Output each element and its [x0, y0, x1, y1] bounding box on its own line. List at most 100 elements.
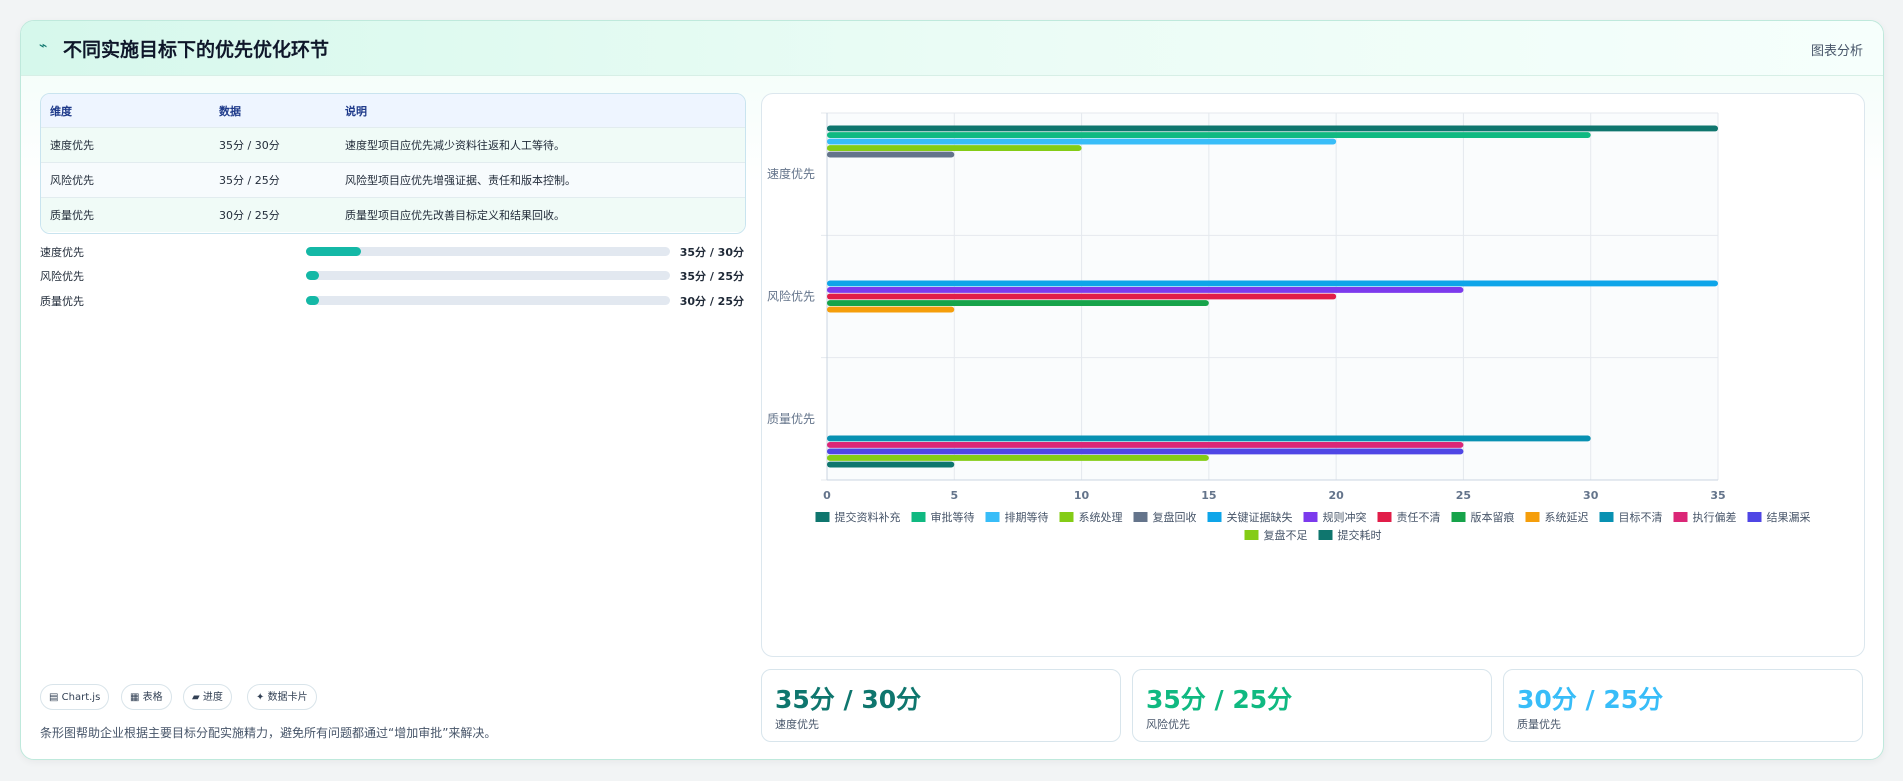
legend-swatch: [1599, 512, 1614, 522]
x-tick-label: 30: [1583, 489, 1599, 502]
progress-fill: [306, 247, 361, 256]
pill-label: 数据卡片: [267, 692, 308, 703]
progress-label: 风险优先: [40, 270, 84, 283]
table-row: 质量优先 30分 / 25分 质量型项目应优先改善目标定义和结果回收。: [41, 197, 745, 232]
pill-data-cards[interactable]: ✦ 数据卡片: [247, 684, 317, 710]
sparkle-icon: ✦: [256, 692, 265, 703]
progress-value: 30分 / 25分: [679, 295, 744, 308]
table-cell: 速度优先: [41, 127, 210, 163]
legend-label: 提交资料补充: [835, 510, 901, 524]
legend-swatch: [1207, 512, 1222, 522]
legend-label: 系统处理: [1079, 511, 1123, 524]
table-icon: ▦: [130, 692, 140, 703]
legend-label: 规则冲突: [1323, 510, 1367, 524]
legend-label: 版本留痕: [1470, 510, 1514, 524]
bar: [827, 132, 1591, 138]
bar: [827, 306, 955, 313]
bar: [827, 287, 1464, 293]
progress-track: [306, 296, 670, 305]
table-header: 说明: [336, 94, 745, 128]
legend-swatch: [1377, 512, 1392, 522]
bar: [827, 125, 1718, 132]
legend-label: 执行偏差: [1692, 510, 1736, 524]
bar: [827, 435, 1591, 442]
table-cell: 30分 / 25分: [210, 197, 336, 232]
stat-label: 风险优先: [1146, 718, 1190, 731]
legend-swatch: [911, 512, 926, 522]
pill-table[interactable]: ▦ 表格: [121, 684, 172, 710]
table-cell: 35分 / 30分: [210, 127, 336, 163]
x-tick-label: 0: [823, 489, 831, 502]
legend-label: 结果漏采: [1766, 511, 1810, 524]
pill-chartjs[interactable]: ▤ Chart.js: [40, 684, 110, 710]
legend-swatch: [1747, 512, 1762, 522]
stat-card: 35分 / 30分 速度优先: [761, 669, 1121, 742]
legend-label: 复盘不足: [1264, 528, 1308, 542]
y-tick-label: 质量优先: [767, 412, 815, 426]
pill-label: Chart.js: [61, 692, 101, 703]
stat-card: 35分 / 25分 风险优先: [1132, 669, 1492, 742]
card-header: ⌁ 不同实施目标下的优先优化环节 图表分析: [21, 21, 1883, 76]
progress-icon: ▰: [192, 692, 200, 703]
chart-icon: ▤: [49, 692, 59, 703]
bar: [827, 293, 1337, 300]
legend-label: 责任不清: [1396, 511, 1440, 524]
table-header: 维度: [41, 94, 210, 128]
pill-progress[interactable]: ▰ 进度: [183, 684, 232, 710]
table-cell: 35分 / 25分: [210, 162, 336, 198]
x-tick-label: 20: [1328, 489, 1344, 502]
legend-label: 排期等待: [1005, 510, 1049, 524]
stat-value: 35分 / 30分: [775, 685, 922, 714]
progress-track: [306, 271, 670, 280]
y-tick-label: 风险优先: [767, 289, 815, 304]
page-title: 不同实施目标下的优先优化环节: [63, 39, 330, 61]
sparkle-icon: ⌁: [39, 38, 48, 54]
legend-swatch: [1451, 512, 1466, 522]
legend-label: 审批等待: [931, 510, 975, 524]
stat-label: 质量优先: [1517, 718, 1561, 731]
x-tick-label: 10: [1074, 489, 1090, 502]
progress-value: 35分 / 30分: [679, 246, 744, 259]
progress-row: 风险优先 35分 / 25分: [40, 268, 744, 283]
y-tick-label: 速度优先: [767, 166, 815, 181]
chart-analysis-link[interactable]: 图表分析: [1810, 44, 1863, 59]
bar: [827, 138, 1337, 145]
legend-swatch: [815, 512, 830, 522]
pill-label: 表格: [142, 692, 163, 703]
bar: [827, 441, 1464, 448]
table-cell: 风险优先: [41, 162, 210, 198]
progress-row: 质量优先 30分 / 25分: [40, 293, 744, 308]
legend-swatch: [1244, 530, 1259, 540]
table-row: 风险优先 35分 / 25分 风险型项目应优先增强证据、责任和版本控制。: [41, 162, 745, 198]
x-tick-label: 5: [950, 489, 958, 502]
progress-label: 速度优先: [40, 246, 84, 259]
progress-value: 35分 / 25分: [679, 270, 744, 283]
stat-value: 35分 / 25分: [1146, 685, 1293, 714]
table-cell: 质量型项目应优先改善目标定义和结果回收。: [336, 197, 745, 232]
pill-label: 进度: [202, 692, 223, 703]
legend-swatch: [1673, 512, 1688, 522]
legend-swatch: [1303, 512, 1318, 522]
legend-label: 系统延迟: [1544, 511, 1588, 524]
table-row: 速度优先 35分 / 30分 速度型项目应优先减少资料往返和人工等待。: [41, 127, 745, 163]
main-card: ⌁ 不同实施目标下的优先优化环节 图表分析 维度 数据 说明 速度优先 35分 …: [20, 20, 1884, 760]
caption: 条形图帮助企业根据主要目标分配实施精力，避免所有问题都通过“增加审批”来解决。: [40, 726, 497, 740]
stat-card: 30分 / 25分 质量优先: [1503, 669, 1863, 742]
legend-swatch: [985, 512, 1000, 522]
legend-swatch: [1525, 512, 1540, 522]
progress-fill: [306, 271, 319, 280]
stat-value: 30分 / 25分: [1517, 685, 1664, 714]
legend-label: 关键证据缺失: [1227, 510, 1293, 524]
table-cell: 风险型项目应优先增强证据、责任和版本控制。: [336, 162, 745, 198]
bar: [827, 145, 1082, 152]
chart-panel: 0 5 10 15 20 25 30 35 速度优先 风险优先 质量优先 提交资料补充 审批等待 排期等待…: [761, 93, 1865, 657]
legend-swatch: [1059, 512, 1074, 522]
data-table: 维度 数据 说明 速度优先 35分 / 30分 速度型项目应优先减少资料往返和人…: [40, 93, 746, 234]
bar: [827, 151, 955, 158]
progress-row: 速度优先 35分 / 30分: [40, 244, 744, 259]
bar: [827, 461, 955, 468]
stat-label: 速度优先: [775, 718, 819, 731]
table-header: 数据: [210, 94, 336, 128]
legend-label: 目标不清: [1618, 510, 1662, 524]
